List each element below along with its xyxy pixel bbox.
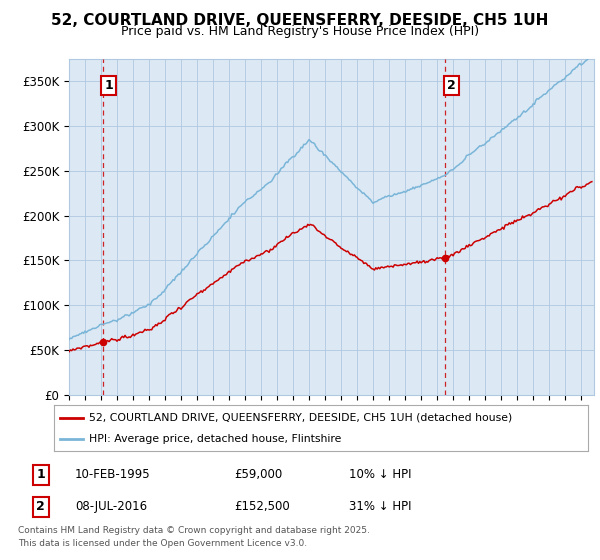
Text: 52, COURTLAND DRIVE, QUEENSFERRY, DEESIDE, CH5 1UH (detached house): 52, COURTLAND DRIVE, QUEENSFERRY, DEESID… bbox=[89, 413, 512, 423]
Text: £152,500: £152,500 bbox=[235, 500, 290, 514]
Text: 1: 1 bbox=[37, 468, 45, 481]
Text: 10% ↓ HPI: 10% ↓ HPI bbox=[349, 468, 411, 481]
Text: 2: 2 bbox=[37, 500, 45, 514]
Text: HPI: Average price, detached house, Flintshire: HPI: Average price, detached house, Flin… bbox=[89, 435, 341, 444]
Text: Contains HM Land Registry data © Crown copyright and database right 2025.
This d: Contains HM Land Registry data © Crown c… bbox=[18, 526, 370, 548]
Text: 1: 1 bbox=[104, 79, 113, 92]
Text: 52, COURTLAND DRIVE, QUEENSFERRY, DEESIDE, CH5 1UH: 52, COURTLAND DRIVE, QUEENSFERRY, DEESID… bbox=[52, 13, 548, 29]
Text: 10-FEB-1995: 10-FEB-1995 bbox=[75, 468, 151, 481]
Text: Price paid vs. HM Land Registry's House Price Index (HPI): Price paid vs. HM Land Registry's House … bbox=[121, 25, 479, 38]
Text: 31% ↓ HPI: 31% ↓ HPI bbox=[349, 500, 411, 514]
Text: 08-JUL-2016: 08-JUL-2016 bbox=[75, 500, 147, 514]
Text: 2: 2 bbox=[447, 79, 456, 92]
Text: £59,000: £59,000 bbox=[235, 468, 283, 481]
